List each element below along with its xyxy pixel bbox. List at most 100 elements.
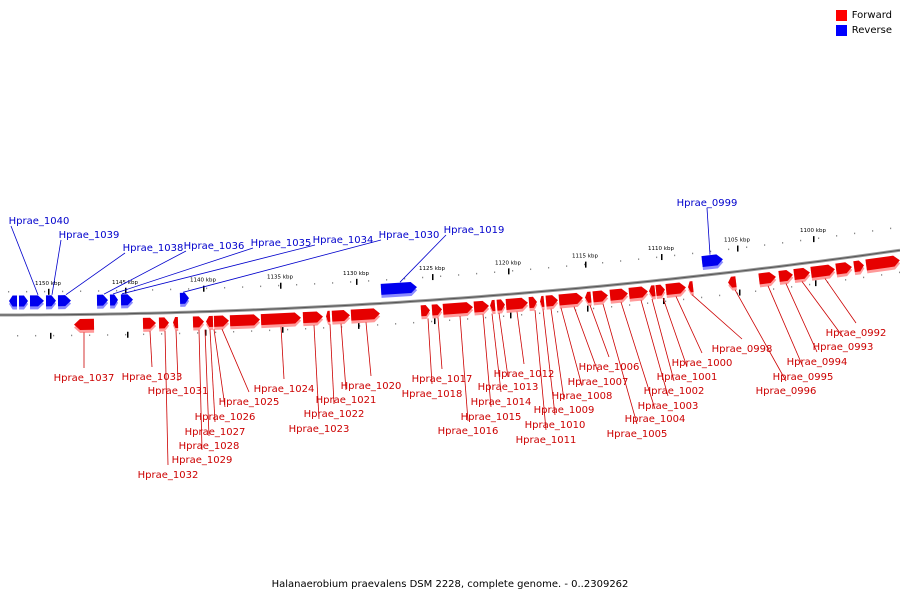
forward-leader xyxy=(560,307,583,387)
minor-tick-upper xyxy=(746,246,748,248)
forward-leader xyxy=(149,331,153,368)
scale-tick-label: 1150 kbp xyxy=(35,281,61,287)
forward-gene-label: Hprae_1031 xyxy=(148,386,209,397)
minor-tick-lower xyxy=(701,296,703,299)
forward-gene-label: Hprae_1037 xyxy=(54,373,115,384)
forward-gene-6-body xyxy=(213,315,229,327)
minor-tick-lower xyxy=(845,279,847,281)
forward-gene-8 xyxy=(260,312,302,329)
forward-gene-label: Hprae_1008 xyxy=(552,391,613,402)
forward-gene-36 xyxy=(810,264,836,281)
minor-tick-lower xyxy=(251,330,253,332)
minor-tick-lower xyxy=(395,323,397,325)
forward-gene-3 xyxy=(173,316,179,332)
forward-gene-37-body xyxy=(835,262,852,275)
forward-gene-34-body xyxy=(778,269,793,282)
forward-gene-15 xyxy=(442,302,474,318)
forward-gene-25-body xyxy=(592,290,608,303)
forward-gene-label: Hprae_1016 xyxy=(438,426,499,437)
forward-gene-label: Hprae_1003 xyxy=(638,401,699,412)
forward-gene-0-body xyxy=(74,318,95,330)
forward-leader xyxy=(164,330,169,466)
minor-tick-upper xyxy=(296,283,298,286)
forward-gene-3-body xyxy=(173,316,179,329)
forward-swatch-icon xyxy=(835,10,847,21)
major-tick xyxy=(125,287,127,294)
forward-gene-20-body xyxy=(528,296,537,309)
reverse-swatch-icon xyxy=(835,25,847,36)
forward-gene-label: Hprae_1026 xyxy=(195,412,256,423)
legend-reverse: Reverse xyxy=(835,23,892,38)
forward-gene-label: Hprae_0994 xyxy=(787,357,848,368)
reverse-gene-label: Hprae_1030 xyxy=(379,230,440,241)
major-tick xyxy=(48,288,50,295)
forward-gene-label: Hprae_1017 xyxy=(412,374,473,385)
forward-leader xyxy=(824,278,857,324)
scale-tick-label: 1105 kbp xyxy=(724,238,750,244)
figure-caption: Halanaerobium praevalens DSM 2228, compl… xyxy=(271,579,629,590)
minor-tick-upper xyxy=(80,290,82,292)
forward-gene-label: Hprae_1014 xyxy=(471,397,532,408)
minor-tick-lower xyxy=(377,324,379,326)
minor-tick-lower xyxy=(737,292,739,295)
minor-tick-upper xyxy=(242,286,244,288)
forward-leader xyxy=(651,298,675,382)
reverse-gene-label: Hprae_1035 xyxy=(251,238,312,249)
minor-tick-lower xyxy=(233,330,235,333)
scale-tick-label: 1115 kbp xyxy=(572,254,598,260)
reverse-gene-4-body xyxy=(57,295,71,307)
minor-tick-upper xyxy=(530,268,532,271)
forward-gene-6 xyxy=(213,315,230,330)
forward-gene-label: Hprae_1025 xyxy=(219,397,280,408)
reverse-gene-3 xyxy=(45,295,57,310)
forward-gene-22-body xyxy=(545,295,558,307)
reverse-gene-3-body xyxy=(45,295,56,307)
minor-tick-lower xyxy=(107,334,109,336)
minor-tick-lower xyxy=(161,333,163,335)
major-tick xyxy=(432,274,434,281)
scale-tick-label: 1110 kbp xyxy=(648,246,674,252)
forward-gene-31 xyxy=(688,281,694,296)
major-tick xyxy=(280,282,282,289)
forward-gene-19-body xyxy=(505,297,528,311)
minor-tick-lower xyxy=(809,283,811,286)
minor-tick-upper xyxy=(584,263,586,266)
forward-gene-label: Hprae_1020 xyxy=(341,381,402,392)
forward-leader xyxy=(662,297,688,368)
forward-gene-13 xyxy=(420,304,431,320)
forward-leader xyxy=(767,285,804,368)
reverse-gene-5-body xyxy=(96,294,108,306)
forward-gene-34 xyxy=(778,269,794,285)
minor-tick-lower xyxy=(413,321,415,324)
reverse-gene-2-body xyxy=(29,295,44,307)
reverse-gene-6-body xyxy=(109,294,118,306)
forward-leader xyxy=(498,313,509,378)
forward-gene-24-body xyxy=(585,291,592,303)
minor-tick-upper xyxy=(476,272,478,275)
forward-gene-23-body xyxy=(558,292,583,306)
reverse-gene-1-body xyxy=(18,295,28,307)
minor-tick-upper xyxy=(638,258,640,260)
forward-gene-7-body xyxy=(229,314,260,327)
forward-gene-35-body xyxy=(793,267,810,281)
forward-gene-1-body xyxy=(142,317,156,329)
forward-gene-label: Hprae_1029 xyxy=(172,455,233,466)
minor-tick-lower xyxy=(197,332,199,334)
minor-tick-upper xyxy=(620,260,622,262)
forward-leader xyxy=(602,303,638,425)
forward-leader xyxy=(785,283,818,353)
reverse-gene-7-body xyxy=(120,294,133,306)
forward-gene-16 xyxy=(473,300,490,316)
reverse-gene-1 xyxy=(18,295,29,310)
backbone-core xyxy=(0,249,900,316)
forward-gene-21-body xyxy=(540,295,545,307)
forward-gene-label: Hprae_1013 xyxy=(478,382,539,393)
minor-tick-lower xyxy=(629,304,631,306)
forward-gene-13-body xyxy=(420,304,430,317)
forward-leader xyxy=(329,324,335,405)
scale-tick-label: 1140 kbp xyxy=(190,278,216,284)
forward-leader xyxy=(459,316,469,422)
forward-gene-35 xyxy=(793,267,811,283)
forward-gene-9 xyxy=(302,311,324,327)
forward-gene-label: Hprae_0998 xyxy=(712,344,773,355)
